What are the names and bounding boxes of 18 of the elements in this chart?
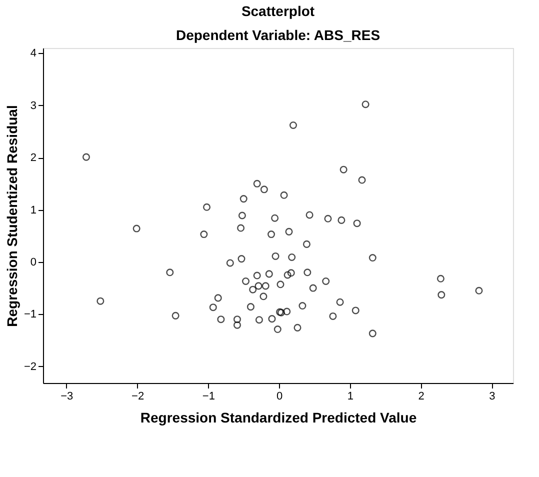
x-tick-label: −2 — [132, 390, 144, 402]
chart-subtitle: Dependent Variable: ABS_RES — [176, 27, 380, 44]
x-tick-label: 3 — [489, 390, 496, 402]
y-tick-label: −2 — [24, 360, 36, 373]
y-tick-label: 0 — [30, 256, 36, 268]
x-tick-label: −1 — [202, 390, 215, 402]
y-tick-label: −1 — [24, 308, 36, 321]
y-tick-label: 1 — [30, 204, 36, 216]
y-axis-title: Regression Studentized Residual — [4, 105, 20, 327]
x-tick-label: 1 — [347, 390, 354, 402]
y-tick-label: 3 — [30, 100, 36, 112]
x-axis-title: Regression Standardized Predicted Value — [140, 410, 417, 426]
chart-title: Scatterplot — [241, 3, 315, 20]
y-tick-label: 2 — [30, 152, 36, 164]
y-tick-label: 4 — [30, 48, 36, 60]
x-tick-label: −3 — [60, 390, 74, 402]
x-tick-label: 2 — [418, 390, 424, 402]
x-tick-label: 0 — [276, 390, 283, 402]
